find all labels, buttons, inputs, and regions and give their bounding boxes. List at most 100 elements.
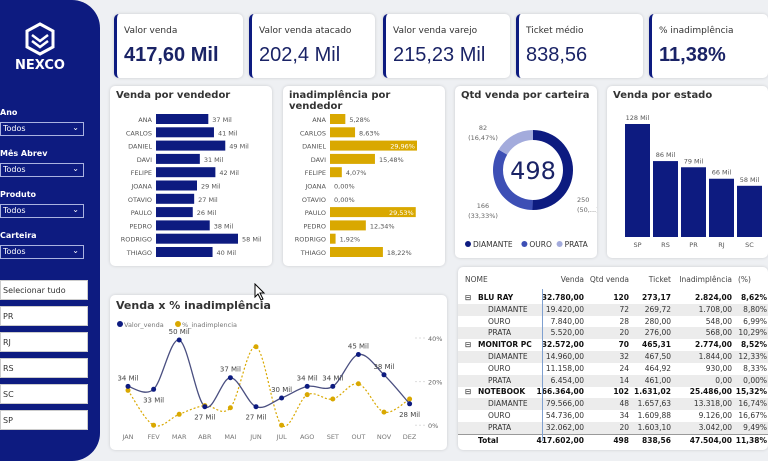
bar[interactable]: [330, 140, 417, 151]
table-row[interactable]: OURO 11.158,00 24 464,92 930,00 8,33%: [458, 363, 768, 375]
table-group-row[interactable]: ⊟ MONITOR PC 32.572,00 70 465,31 2.774,00 8,52…: [458, 339, 768, 351]
bar[interactable]: [681, 167, 706, 237]
state-slicer-item[interactable]: SP: [0, 410, 88, 430]
table-cell: 10,29%: [738, 328, 767, 338]
bar[interactable]: [156, 207, 193, 218]
bar[interactable]: [330, 247, 383, 257]
collapse-icon[interactable]: ⊟: [465, 293, 472, 302]
legend-item[interactable]: %_inadimplencia: [182, 321, 237, 329]
inadimplencia-point[interactable]: [381, 409, 387, 415]
bar[interactable]: [653, 161, 678, 237]
bar[interactable]: [156, 167, 216, 178]
inadimplencia-point[interactable]: [176, 411, 182, 417]
inadimplencia-point[interactable]: [125, 387, 131, 393]
inadimplencia-point[interactable]: [330, 396, 336, 402]
table-row[interactable]: DIAMANTE 79.566,00 48 1.657,63 13.318,00 16,7…: [458, 398, 768, 411]
bar[interactable]: [156, 140, 226, 151]
table-row[interactable]: OURO 7.840,00 28 280,00 548,00 6,99%: [458, 316, 768, 328]
bar[interactable]: [156, 127, 214, 138]
bar[interactable]: [330, 167, 342, 178]
valor-venda-point[interactable]: [176, 337, 182, 343]
state-slicer-item[interactable]: Selecionar tudo: [0, 280, 88, 300]
bar[interactable]: [330, 233, 336, 244]
bar[interactable]: [330, 114, 346, 124]
table-group-row[interactable]: ⊟ BLU RAY 32.780,00 120 273,17 2.824,00 8,62%: [458, 292, 768, 304]
table-row[interactable]: OURO 54.736,00 34 1.609,88 9.126,00 16,67%: [458, 410, 768, 422]
filter-value: Todos: [3, 124, 26, 133]
filter-dropdown[interactable]: Todos ⌄: [0, 163, 84, 177]
state-slicer-item[interactable]: RS: [0, 358, 88, 378]
legend-item[interactable]: PRATA: [565, 240, 589, 249]
column-header[interactable]: (%): [738, 275, 751, 284]
column-header[interactable]: Ticket: [648, 275, 671, 284]
valor-venda-point[interactable]: [227, 375, 233, 381]
bar[interactable]: [156, 193, 195, 204]
table-row[interactable]: DIAMANTE 14.960,00 32 467,50 1.844,00 12,33%: [458, 351, 768, 363]
data-label: 34 Mil: [297, 374, 318, 382]
bar[interactable]: [156, 247, 213, 257]
column-header[interactable]: Inadimplência: [679, 275, 732, 284]
collapse-icon[interactable]: ⊟: [465, 340, 472, 350]
valor-venda-point[interactable]: [304, 383, 310, 389]
state-slicer-item[interactable]: PR: [0, 306, 88, 326]
state-slicer-item[interactable]: RJ: [0, 332, 88, 352]
bar[interactable]: [709, 178, 734, 237]
inadimplencia-point[interactable]: [253, 344, 259, 350]
valor-venda-point[interactable]: [125, 383, 131, 389]
valor-venda-point[interactable]: [151, 386, 157, 392]
table-cell: 7.840,00: [550, 316, 584, 326]
legend-item[interactable]: Valor_venda: [124, 321, 164, 329]
column-header[interactable]: Qtd venda: [589, 275, 629, 284]
table-cell: 498: [613, 435, 629, 445]
inadimplencia-point[interactable]: [227, 405, 233, 411]
data-label: 66 Mil: [712, 169, 732, 177]
table-row[interactable]: PRATA 5.520,00 20 276,00 568,00 10,29%: [458, 327, 768, 340]
valor-venda-point[interactable]: [330, 383, 336, 389]
filter-dropdown[interactable]: Todos ⌄: [0, 122, 84, 136]
bar[interactable]: [625, 124, 650, 237]
inadimplencia-point[interactable]: [151, 422, 157, 428]
valor-venda-point[interactable]: [355, 352, 361, 357]
valor-venda-point[interactable]: [253, 404, 259, 410]
bar[interactable]: [156, 114, 209, 124]
bar[interactable]: [330, 220, 366, 231]
valor-venda-point[interactable]: [202, 404, 208, 410]
bar[interactable]: [156, 153, 200, 164]
filter-dropdown[interactable]: Todos ⌄: [0, 204, 84, 218]
legend-item[interactable]: OURO: [529, 240, 552, 249]
table-row[interactable]: DIAMANTE 19.420,00 72 269,72 1.708,00 8,80%: [458, 303, 768, 316]
bar[interactable]: [330, 207, 416, 218]
legend-marker-icon: [117, 321, 123, 327]
bar[interactable]: [737, 185, 762, 237]
table-row[interactable]: PRATA 6.454,00 14 461,00 0,00 0,00%: [458, 374, 768, 387]
kpi-value: 417,60 Mil: [124, 44, 219, 66]
table-cell: DIAMANTE: [488, 399, 528, 409]
donut-slice[interactable]: [493, 149, 533, 210]
inadimplencia-point[interactable]: [355, 381, 361, 387]
valor-venda-point[interactable]: [381, 372, 387, 378]
donut-slice[interactable]: [498, 130, 533, 155]
collapse-icon[interactable]: ⊟: [465, 387, 472, 397]
valor-venda-point[interactable]: [279, 395, 285, 401]
table-row[interactable]: PRATA 32.062,00 20 1.603,10 3.042,00 9,49%: [458, 421, 768, 434]
donut-slice[interactable]: [532, 130, 573, 210]
table-cell: Total: [478, 435, 499, 445]
bar[interactable]: [156, 180, 197, 191]
data-label: 40 Mil: [217, 249, 237, 257]
table-cell: 24: [619, 363, 629, 373]
legend-item[interactable]: DIAMANTE: [473, 240, 513, 249]
inadimplencia-point[interactable]: [304, 392, 310, 398]
table-cell: 14: [619, 375, 629, 385]
bar[interactable]: [330, 153, 375, 164]
column-header[interactable]: NOME: [465, 275, 488, 284]
inadimplencia-point[interactable]: [407, 396, 413, 402]
bar[interactable]: [156, 220, 210, 231]
bar[interactable]: [330, 127, 356, 138]
valor-venda-point[interactable]: [407, 401, 413, 407]
bar[interactable]: [156, 233, 238, 244]
inadimplencia-point[interactable]: [279, 422, 285, 428]
state-slicer-item[interactable]: SC: [0, 384, 88, 404]
filter-dropdown[interactable]: Todos ⌄: [0, 245, 84, 259]
column-header[interactable]: Venda: [560, 275, 584, 284]
table-group-row[interactable]: ⊟ NOTEBOOK 166.364,00 102 1.631,02 25.486,00 1…: [458, 386, 768, 398]
